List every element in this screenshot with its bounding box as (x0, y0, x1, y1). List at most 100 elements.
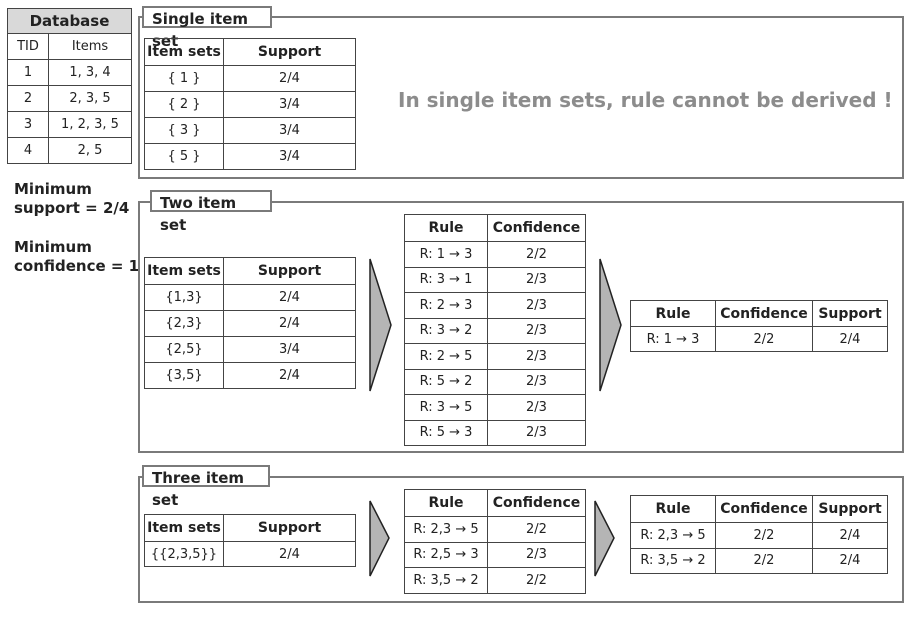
cell: R: 2 → 5 (404, 343, 488, 370)
cell: {2,5} (144, 336, 224, 363)
cell: { 2 } (144, 91, 224, 118)
two-rules-table: Rule Confidence R: 1 → 3 2/2 R: 3 → 1 2/3 … (404, 214, 586, 446)
min-support-line1: Minimum (14, 180, 92, 198)
table-row: 1 1, 3, 4 (7, 59, 132, 86)
arrow-right-icon (369, 258, 392, 392)
cell: 2/3 (487, 317, 586, 344)
table-row: R: 3 → 1 2/3 (404, 266, 586, 293)
cell: R: 5 → 2 (404, 368, 488, 395)
cell: 2/3 (487, 368, 586, 395)
cell: 2, 3, 5 (48, 85, 132, 112)
cell: R: 1 → 3 (404, 241, 488, 268)
table-row: R: 2 → 3 2/3 (404, 292, 586, 319)
cell: 1 (7, 59, 49, 86)
cell: 3/4 (223, 91, 356, 118)
table-row: R: 2,3 → 5 2/2 2/4 (630, 522, 888, 549)
min-support-note: Minimum support = 2/4 (14, 180, 129, 218)
cell: 2/3 (487, 541, 586, 568)
header-rule: Rule (404, 489, 488, 517)
table-row: { 5 } 3/4 (144, 143, 356, 170)
cell: 2/4 (223, 541, 356, 567)
table-row: {3,5} 2/4 (144, 362, 356, 389)
cell: 2/2 (487, 567, 586, 594)
cell: 2/4 (223, 362, 356, 389)
cell: {3,5} (144, 362, 224, 389)
cell: R: 5 → 3 (404, 419, 488, 446)
cell: 2/2 (487, 516, 586, 543)
cell: 2/3 (487, 292, 586, 319)
cell: 3/4 (223, 143, 356, 170)
header-rule: Rule (630, 300, 716, 327)
header-rule: Rule (404, 214, 488, 242)
header-item-sets: Item sets (144, 257, 224, 285)
single-item-panel (138, 16, 904, 179)
cell: 2/3 (487, 266, 586, 293)
cell: R: 3 → 5 (404, 394, 488, 421)
min-confidence-line2: confidence = 1 (14, 257, 140, 275)
table-row: { 2 } 3/4 (144, 91, 356, 118)
table-row: R: 2,3 → 5 2/2 (404, 516, 586, 543)
table-row: {2,5} 3/4 (144, 336, 356, 363)
single-support-table: Item sets Support { 1 } 2/4 { 2 } 3/4 { 3 … (144, 38, 356, 170)
cell: 2/3 (487, 343, 586, 370)
table-row: {{2,3,5}} 2/4 (144, 541, 356, 567)
cell: 2/4 (812, 326, 888, 352)
single-item-message: In single item sets, rule cannot be deri… (398, 88, 893, 112)
header-confidence: Confidence (715, 300, 813, 327)
min-confidence-line1: Minimum (14, 238, 92, 256)
cell: 2 (7, 85, 49, 112)
table-row: R: 5 → 2 2/3 (404, 368, 586, 395)
cell: 4 (7, 137, 49, 164)
cell: 2/4 (223, 310, 356, 337)
cell: R: 3,5 → 2 (404, 567, 488, 594)
cell: { 1 } (144, 65, 224, 92)
cell: 2/4 (223, 65, 356, 92)
single-item-title: Single item set (142, 6, 272, 50)
cell: 2, 5 (48, 137, 132, 164)
cell: R: 2,3 → 5 (404, 516, 488, 543)
cell: 3/4 (223, 117, 356, 144)
cell: 2/2 (715, 547, 813, 574)
cell: 1, 3, 4 (48, 59, 132, 86)
cell: R: 3 → 2 (404, 317, 488, 344)
table-row: R: 1 → 3 2/2 (404, 241, 586, 268)
table-row: R: 1 → 3 2/2 2/4 (630, 326, 888, 352)
header-item-sets: Item sets (144, 514, 224, 542)
table-row: { 1 } 2/4 (144, 65, 356, 92)
table-row: { 3 } 3/4 (144, 117, 356, 144)
header-support: Support (223, 514, 356, 542)
cell: 2/4 (812, 522, 888, 549)
header-support: Support (812, 300, 888, 327)
arrow-right-icon (599, 258, 622, 392)
min-support-line2: support = 2/4 (14, 199, 130, 217)
cell: 3 (7, 111, 49, 138)
two-item-title: Two item set (150, 190, 272, 234)
cell: 2/2 (715, 326, 813, 352)
cell: {2,3} (144, 310, 224, 337)
three-result-table: Rule Confidence Support R: 2,3 → 5 2/2 2… (630, 495, 888, 574)
database-header-tid: TID (7, 33, 49, 60)
table-row: {1,3} 2/4 (144, 284, 356, 311)
cell: { 3 } (144, 117, 224, 144)
table-row: R: 3 → 2 2/3 (404, 317, 586, 344)
cell: { 5 } (144, 143, 224, 170)
cell: {{2,3,5}} (144, 541, 224, 567)
table-row: R: 5 → 3 2/3 (404, 419, 586, 446)
cell: 2/3 (487, 419, 586, 446)
table-row: R: 3,5 → 2 2/2 (404, 567, 586, 594)
table-row: R: 3,5 → 2 2/2 2/4 (630, 547, 888, 574)
database-table: Database TID Items 1 1, 3, 4 2 2, 3, 5 3 1,… (7, 8, 132, 164)
cell: 1, 2, 3, 5 (48, 111, 132, 138)
cell: R: 1 → 3 (630, 326, 716, 352)
table-row: 2 2, 3, 5 (7, 85, 132, 112)
min-confidence-note: Minimum confidence = 1 (14, 238, 139, 276)
table-row: R: 2 → 5 2/3 (404, 343, 586, 370)
cell: 2/2 (487, 241, 586, 268)
header-confidence: Confidence (487, 214, 586, 242)
three-support-table: Item sets Support {{2,3,5}} 2/4 (144, 514, 356, 567)
header-item-sets: Item sets (144, 38, 224, 66)
arrow-right-icon (369, 500, 390, 577)
header-confidence: Confidence (715, 495, 813, 523)
table-row: 4 2, 5 (7, 137, 132, 164)
table-row: {2,3} 2/4 (144, 310, 356, 337)
